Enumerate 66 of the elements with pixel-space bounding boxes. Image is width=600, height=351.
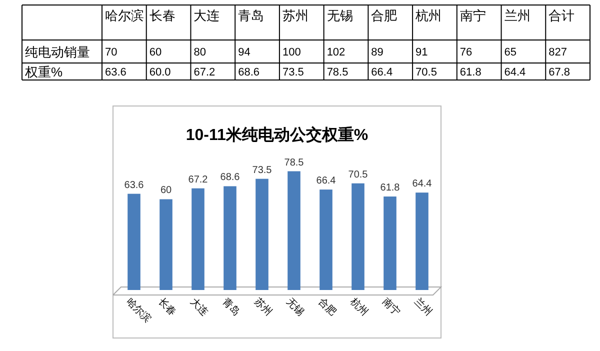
data-label: 102 <box>326 46 346 58</box>
text: 纯电动销量 <box>25 44 90 60</box>
x-tick-label: 青岛 <box>220 296 243 318</box>
bar <box>384 196 396 290</box>
category-label: 青岛 <box>238 8 264 23</box>
data-label: 66.4 <box>316 176 336 187</box>
x-tick-label: 大连 <box>188 296 211 318</box>
bar <box>416 192 428 290</box>
data-label: 61.8 <box>380 182 400 194</box>
x-tick-label: 苏州 <box>252 296 275 318</box>
data-label: 76 <box>460 46 472 58</box>
bar <box>320 190 332 290</box>
data-label: 60.0 <box>149 66 171 78</box>
data-label: 67.8 <box>548 66 570 78</box>
bar <box>352 183 364 290</box>
x-tick-label: 南宁 <box>380 296 403 318</box>
bar <box>256 178 268 290</box>
bar <box>128 194 140 290</box>
x-tick-label: 哈尔滨 <box>124 296 154 326</box>
data-label: 73.5 <box>282 66 304 78</box>
chart-title: 10-11米纯电动公交权重% <box>186 125 368 144</box>
category-label: 长春 <box>149 8 176 23</box>
data-label: 63.6 <box>105 66 126 78</box>
data-label: 65 <box>504 46 517 58</box>
data-label: 78.5 <box>326 66 348 78</box>
data-label: 68.6 <box>238 66 260 78</box>
x-tick-label: 杭州 <box>347 294 371 318</box>
bar <box>224 186 236 290</box>
data-label: 70 <box>105 46 118 58</box>
data-label: 89 <box>371 46 384 58</box>
category-label: 合计 <box>548 8 575 23</box>
x-tick-label: 长春 <box>156 296 179 318</box>
data-label: 100 <box>282 46 301 58</box>
data-label: 70.5 <box>416 66 437 78</box>
data-label: 78.5 <box>284 157 304 168</box>
data-label: 94 <box>238 46 250 58</box>
data-label: 91 <box>416 46 428 58</box>
data-label: 64.4 <box>412 178 432 190</box>
data-label: 70.5 <box>348 169 368 180</box>
x-tick-label: 无锡 <box>284 296 306 318</box>
data-label: 68.6 <box>220 172 240 184</box>
bar <box>160 199 172 290</box>
category-label: 苏州 <box>282 8 308 23</box>
data-label: 64.4 <box>504 66 526 78</box>
bar <box>192 188 204 290</box>
bar <box>288 171 300 290</box>
data-label: 827 <box>548 46 567 58</box>
category-label: 大连 <box>194 8 220 23</box>
data-label: 80 <box>194 46 206 58</box>
text: 权重% <box>24 64 63 80</box>
data-label: 63.6 <box>124 180 144 191</box>
category-label: 无锡 <box>326 8 353 23</box>
category-label: 合肥 <box>371 8 398 23</box>
data-label: 67.2 <box>188 174 208 186</box>
data-label: 61.8 <box>460 66 482 78</box>
category-label: 南宁 <box>460 8 486 23</box>
x-tick-label: 兰州 <box>412 296 435 318</box>
data-label: 67.2 <box>194 66 216 78</box>
category-label: 哈尔滨 <box>105 8 144 23</box>
data-label: 60 <box>160 185 172 196</box>
category-label: 杭州 <box>414 8 442 23</box>
x-tick-label: 合肥 <box>316 296 339 318</box>
data-label: 66.4 <box>371 66 393 78</box>
category-label: 兰州 <box>504 8 530 23</box>
data-label: 73.5 <box>252 164 272 176</box>
data-label: 60 <box>149 46 162 58</box>
